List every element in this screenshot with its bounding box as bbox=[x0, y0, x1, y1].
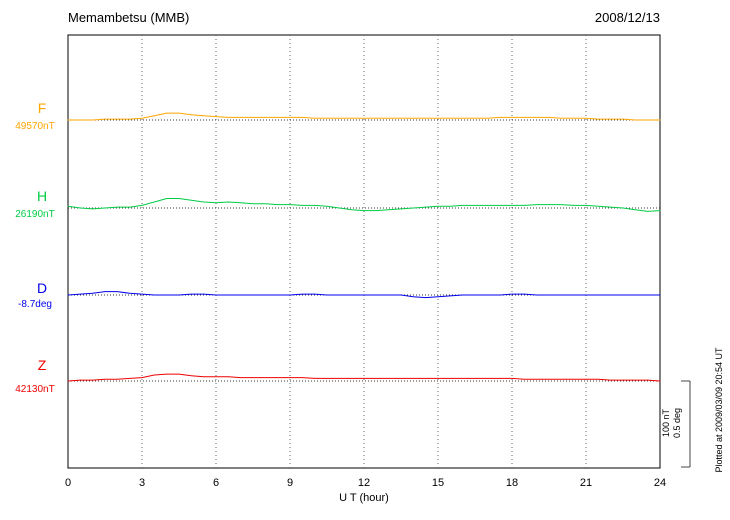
scalebar-label-nt: 100 nT bbox=[661, 408, 671, 438]
series-letter-d: D bbox=[36, 280, 48, 296]
series-reference-h: 26190nT bbox=[15, 209, 55, 220]
plotted-at-note: Plotted at 2009/03/09 20:54 UT bbox=[714, 347, 724, 473]
scalebar-label-deg: 0.5 deg bbox=[672, 407, 682, 439]
series-letter-f: F bbox=[37, 100, 47, 116]
trace-z bbox=[67, 373, 661, 382]
x-tick-label: 12 bbox=[358, 477, 370, 489]
x-tick-label: 15 bbox=[432, 477, 444, 489]
x-tick-label: 21 bbox=[580, 477, 592, 489]
series-reference-z: 42130nT bbox=[15, 384, 55, 395]
x-tick-label: 6 bbox=[213, 477, 219, 489]
series-reference-d: -8.7deg bbox=[18, 299, 52, 310]
series-reference-f: 49570nT bbox=[15, 121, 55, 132]
scalebar-label: 100 nT 0.5 deg bbox=[661, 393, 683, 453]
trace-d bbox=[67, 291, 661, 299]
x-tick-label: 24 bbox=[654, 477, 666, 489]
date-label: 2008/12/13 bbox=[594, 10, 660, 25]
trace-h bbox=[67, 198, 661, 212]
trace-f bbox=[67, 112, 661, 121]
page-title: Memambetsu (MMB) bbox=[68, 10, 190, 25]
x-tick-label: 0 bbox=[65, 477, 71, 489]
x-tick-label: 18 bbox=[506, 477, 518, 489]
series-letter-z: Z bbox=[37, 357, 47, 373]
series-letter-h: H bbox=[36, 188, 48, 204]
x-tick-label: 3 bbox=[139, 477, 145, 489]
x-tick-label: 9 bbox=[287, 477, 293, 489]
x-axis-label: U T (hour) bbox=[339, 492, 389, 504]
